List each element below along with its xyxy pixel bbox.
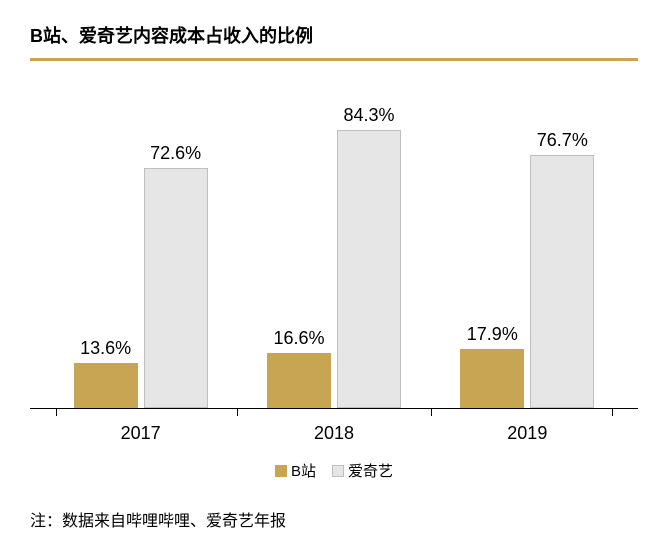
bar: 17.9% [460, 349, 524, 408]
x-axis-label: 2017 [74, 423, 208, 444]
legend-label: 爱奇艺 [348, 460, 393, 481]
bar-value-label: 72.6% [150, 143, 201, 164]
bar-value-label: 84.3% [343, 105, 394, 126]
bar: 13.6% [74, 363, 138, 408]
axis-tick [237, 409, 238, 416]
legend-item: 爱奇艺 [332, 460, 393, 481]
chart-container: B站、爱奇艺内容成本占收入的比例 13.6%72.6%16.6%84.3%17.… [0, 0, 668, 551]
x-axis-labels: 2017 2018 2019 [30, 417, 638, 444]
chart-title: B站、爱奇艺内容成本占收入的比例 [30, 22, 638, 58]
bar: 76.7% [530, 155, 594, 408]
axis-tick [431, 409, 432, 416]
bar: 84.3% [337, 130, 401, 408]
legend-label: B站 [291, 460, 316, 481]
legend-swatch [332, 465, 344, 477]
axis-tick [612, 409, 613, 416]
x-axis-ticks [30, 409, 638, 417]
axis-tick [56, 409, 57, 416]
bar: 16.6% [267, 353, 331, 408]
year-group: 16.6%84.3% [267, 130, 401, 408]
title-underline [30, 58, 638, 61]
bar-chart: 13.6%72.6%16.6%84.3%17.9%76.7% 201720182… [30, 79, 638, 481]
bar: 72.6% [144, 168, 208, 408]
bar-value-label: 16.6% [273, 328, 324, 349]
footnote: 注：数据来自哔哩哔哩、爱奇艺年报 [30, 507, 638, 531]
x-axis-label: 2018 [267, 423, 401, 444]
year-group: 13.6%72.6% [74, 168, 208, 408]
plot-area: 13.6%72.6%16.6%84.3%17.9%76.7% [30, 79, 638, 409]
bar-value-label: 13.6% [80, 338, 131, 359]
bar-value-label: 17.9% [467, 324, 518, 345]
year-group: 17.9%76.7% [460, 155, 594, 408]
legend-swatch [275, 465, 287, 477]
bar-value-label: 76.7% [537, 130, 588, 151]
legend: B站 爱奇艺 [30, 460, 638, 481]
x-axis-label: 2019 [460, 423, 594, 444]
legend-item: B站 [275, 460, 316, 481]
